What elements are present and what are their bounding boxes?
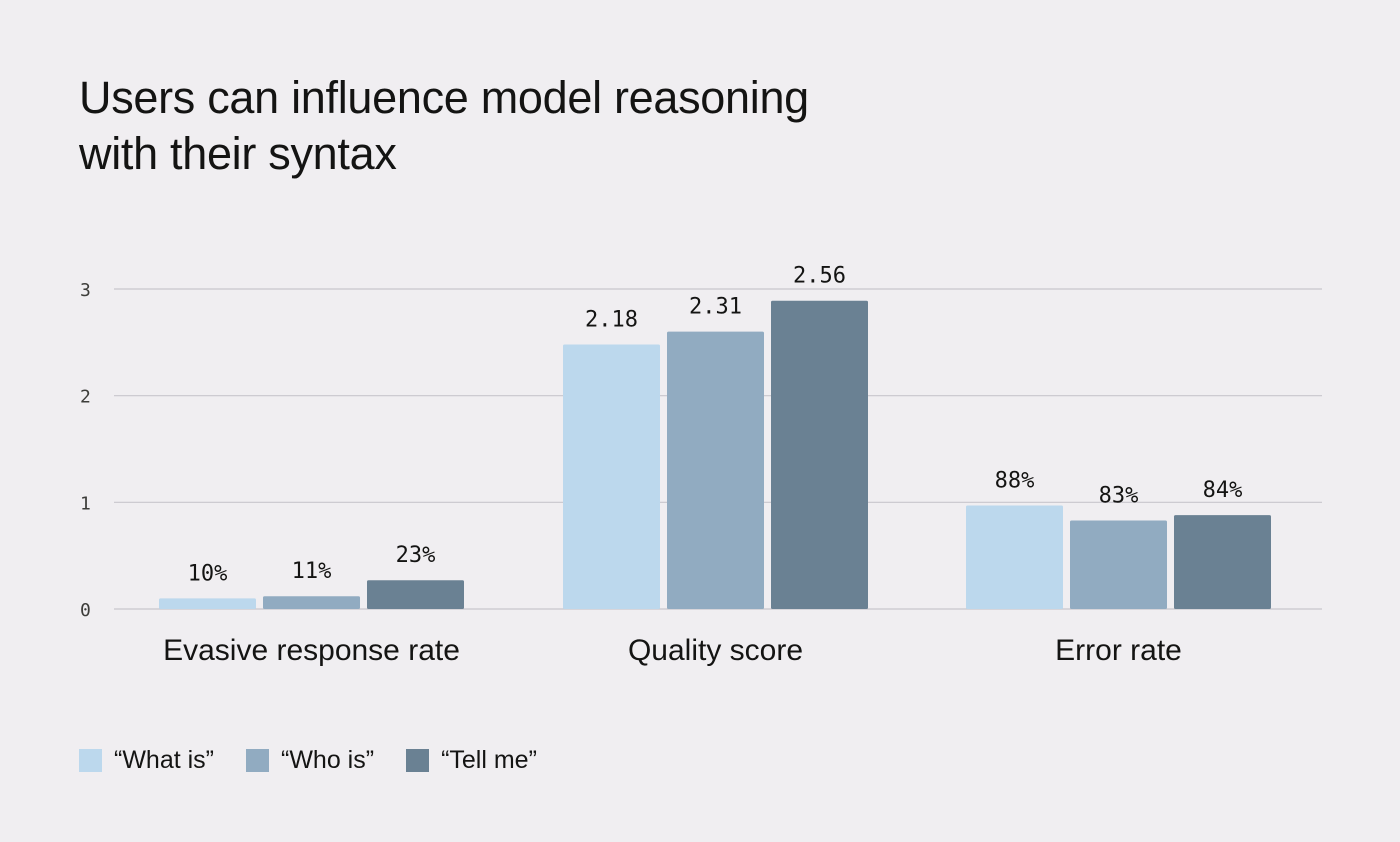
bar	[563, 344, 660, 609]
data-label: 2.56	[793, 264, 846, 289]
data-label: 10%	[188, 561, 228, 586]
y-tick-label: 1	[80, 493, 91, 514]
x-category-label: Quality score	[628, 634, 803, 667]
data-label: 2.31	[689, 295, 742, 320]
bar	[367, 580, 464, 609]
legend-label: “Tell me”	[441, 746, 537, 774]
y-tick-label: 3	[80, 280, 91, 301]
legend-item: “What is”	[79, 746, 214, 775]
chart-title-line-2: with their syntax	[79, 128, 397, 179]
x-category-label: Evasive response rate	[163, 634, 460, 667]
legend-item: “Who is”	[246, 746, 374, 775]
legend-item: “Tell me”	[406, 746, 537, 775]
legend-label: “What is”	[114, 746, 214, 774]
data-label: 83%	[1099, 483, 1139, 508]
bar	[263, 596, 360, 609]
y-tick-label: 2	[80, 387, 91, 408]
bar	[771, 300, 868, 609]
data-label: 23%	[396, 543, 436, 568]
legend-swatch	[246, 749, 269, 772]
data-label: 11%	[292, 559, 332, 584]
bar	[966, 505, 1063, 609]
data-label: 88%	[995, 469, 1035, 494]
chart-title: Users can influence model reasoning with…	[79, 70, 879, 182]
bar	[667, 331, 764, 609]
data-label: 2.18	[585, 307, 638, 332]
bar	[1174, 515, 1271, 609]
y-tick-label: 0	[80, 600, 91, 621]
legend-swatch	[79, 749, 102, 772]
legend-label: “Who is”	[281, 746, 375, 774]
bar	[1070, 520, 1167, 609]
bar	[159, 598, 256, 609]
x-category-label: Error rate	[1055, 634, 1182, 667]
legend-swatch	[406, 749, 430, 772]
chart-legend: “What is” “Who is” “Tell me”	[79, 746, 569, 775]
chart-title-line-1: Users can influence model reasoning	[79, 72, 809, 123]
data-label: 84%	[1203, 478, 1243, 503]
